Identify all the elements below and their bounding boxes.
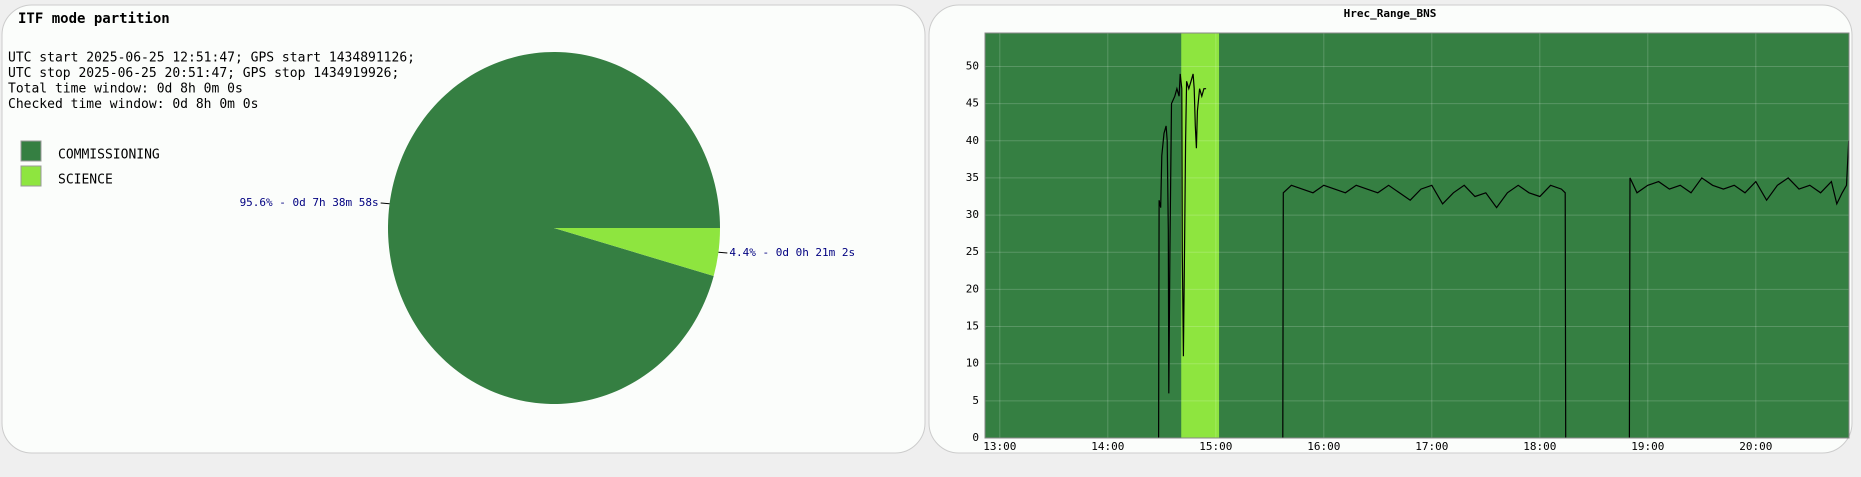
y-tick-label: 25 [966, 245, 979, 258]
legend-label: COMMISSIONING [58, 148, 160, 163]
pie-slice [388, 51, 720, 404]
slice-label: 4.4% - 0d 0h 21m 2s [729, 246, 855, 259]
y-tick-label: 50 [966, 59, 979, 72]
info-line: UTC start 2025-06-25 12:51:47; GPS start… [8, 51, 415, 66]
leader-line [380, 202, 390, 205]
info-line: UTC stop 2025-06-25 20:51:47; GPS stop 1… [8, 66, 399, 81]
x-tick-label: 20:00 [1739, 440, 1772, 453]
info-line: Checked time window: 0d 8h 0m 0s [8, 97, 258, 112]
slice-label: 95.6% - 0d 7h 38m 58s [240, 196, 379, 209]
legend-swatch [20, 140, 42, 162]
x-tick-label: 14:00 [1091, 440, 1124, 453]
y-tick-label: 45 [966, 97, 979, 110]
chart-title: Hrec_Range_BNS [1344, 7, 1437, 20]
x-tick-label: 18:00 [1523, 440, 1556, 453]
x-tick-label: 13:00 [983, 440, 1016, 453]
y-tick-label: 0 [972, 431, 979, 444]
x-tick-label: 16:00 [1307, 440, 1340, 453]
x-tick-label: 17:00 [1415, 440, 1448, 453]
y-tick-label: 40 [966, 134, 979, 147]
y-tick-label: 30 [966, 208, 979, 221]
y-tick-label: 35 [966, 171, 979, 184]
y-tick-label: 10 [966, 357, 979, 370]
x-tick-label: 19:00 [1631, 440, 1664, 453]
y-tick-label: 15 [966, 320, 979, 333]
plot-background [985, 33, 1849, 438]
plot-frame [984, 32, 1850, 439]
data-line [1158, 73, 1850, 439]
pie-slice [554, 228, 720, 277]
y-tick-label: 20 [966, 282, 979, 295]
info-line: Total time window: 0d 8h 0m 0s [8, 82, 243, 97]
y-tick-label: 5 [972, 394, 979, 407]
state-span [1181, 33, 1220, 438]
leader-line [718, 251, 728, 254]
legend-swatch [20, 165, 42, 187]
panel-title: ITF mode partition [18, 11, 170, 27]
x-tick-label: 15:00 [1199, 440, 1232, 453]
legend-label: SCIENCE [58, 173, 113, 188]
